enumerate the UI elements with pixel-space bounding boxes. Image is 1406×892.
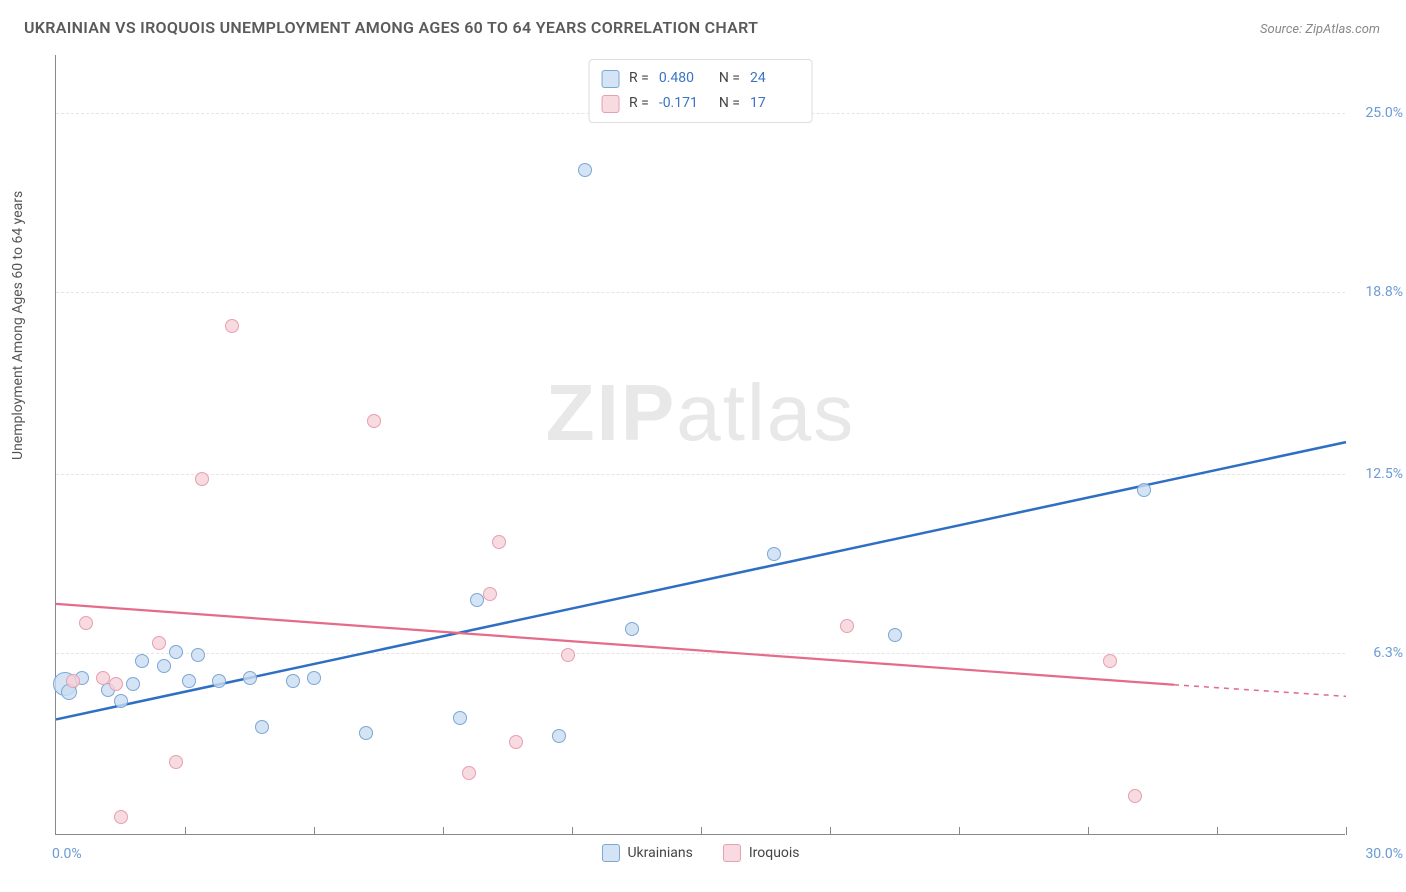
plot-area: ZIPatlas R = 0.480 N = 24 R = -0.171 N =… — [55, 55, 1345, 835]
x-axis-min-label: 0.0% — [52, 846, 82, 862]
x-tick — [443, 827, 444, 835]
swatch-iroquois — [723, 844, 741, 862]
data-point — [114, 810, 128, 824]
data-point — [286, 674, 300, 688]
data-point — [1103, 654, 1117, 668]
x-tick — [1346, 827, 1347, 835]
data-point — [109, 677, 123, 691]
data-point — [195, 472, 209, 486]
x-tick — [1217, 827, 1218, 835]
n-value-ukrainians: 24 — [750, 66, 800, 91]
x-tick — [185, 827, 186, 835]
data-point — [888, 628, 902, 642]
swatch-ukrainians — [601, 844, 619, 862]
x-tick — [959, 827, 960, 835]
data-point — [1137, 483, 1151, 497]
x-tick — [1088, 827, 1089, 835]
y-tick-label: 6.3% — [1348, 645, 1403, 661]
data-point — [152, 636, 166, 650]
swatch-iroquois — [601, 95, 619, 113]
data-point — [135, 654, 149, 668]
swatch-ukrainians — [601, 70, 619, 88]
legend-item-iroquois: Iroquois — [723, 844, 800, 862]
data-point — [1128, 789, 1142, 803]
data-point — [169, 755, 183, 769]
n-value-iroquois: 17 — [750, 91, 800, 116]
data-point — [191, 648, 205, 662]
data-point — [182, 674, 196, 688]
data-point — [157, 659, 171, 673]
y-tick-label: 25.0% — [1348, 105, 1403, 121]
data-point — [552, 729, 566, 743]
data-point — [483, 587, 497, 601]
data-point — [243, 671, 257, 685]
legend-label-iroquois: Iroquois — [749, 845, 800, 861]
data-point — [212, 674, 226, 688]
data-point — [367, 414, 381, 428]
stats-row-ukrainians: R = 0.480 N = 24 — [601, 66, 800, 91]
data-point — [509, 735, 523, 749]
regression-lines — [56, 55, 1345, 834]
source-attribution: Source: ZipAtlas.com — [1260, 22, 1380, 37]
data-point — [79, 616, 93, 630]
data-point — [840, 619, 854, 633]
stats-row-iroquois: R = -0.171 N = 17 — [601, 91, 800, 116]
data-point — [767, 547, 781, 561]
x-tick — [701, 827, 702, 835]
data-point — [492, 535, 506, 549]
y-tick-label: 12.5% — [1348, 466, 1403, 482]
data-point — [96, 671, 110, 685]
data-point — [169, 645, 183, 659]
series-legend: Ukrainians Iroquois — [601, 844, 799, 862]
y-tick-label: 18.8% — [1348, 284, 1403, 300]
chart-title: UKRAINIAN VS IROQUOIS UNEMPLOYMENT AMONG… — [24, 18, 758, 37]
stats-legend: R = 0.480 N = 24 R = -0.171 N = 17 — [588, 59, 813, 123]
data-point — [561, 648, 575, 662]
data-point — [470, 593, 484, 607]
data-point — [625, 622, 639, 636]
data-point — [114, 694, 128, 708]
data-point — [453, 711, 467, 725]
x-tick — [314, 827, 315, 835]
r-value-iroquois: -0.171 — [659, 91, 709, 116]
data-point — [126, 677, 140, 691]
legend-label-ukrainians: Ukrainians — [627, 845, 692, 861]
y-axis-label: Unemployment Among Ages 60 to 64 years — [10, 191, 26, 460]
data-point — [359, 726, 373, 740]
data-point — [255, 720, 269, 734]
data-point — [66, 674, 80, 688]
legend-item-ukrainians: Ukrainians — [601, 844, 692, 862]
x-tick — [572, 827, 573, 835]
data-point — [462, 766, 476, 780]
data-point — [307, 671, 321, 685]
r-value-ukrainians: 0.480 — [659, 66, 709, 91]
x-axis-max-label: 30.0% — [1365, 846, 1403, 862]
x-tick — [830, 827, 831, 835]
data-point — [225, 319, 239, 333]
data-point — [578, 163, 592, 177]
